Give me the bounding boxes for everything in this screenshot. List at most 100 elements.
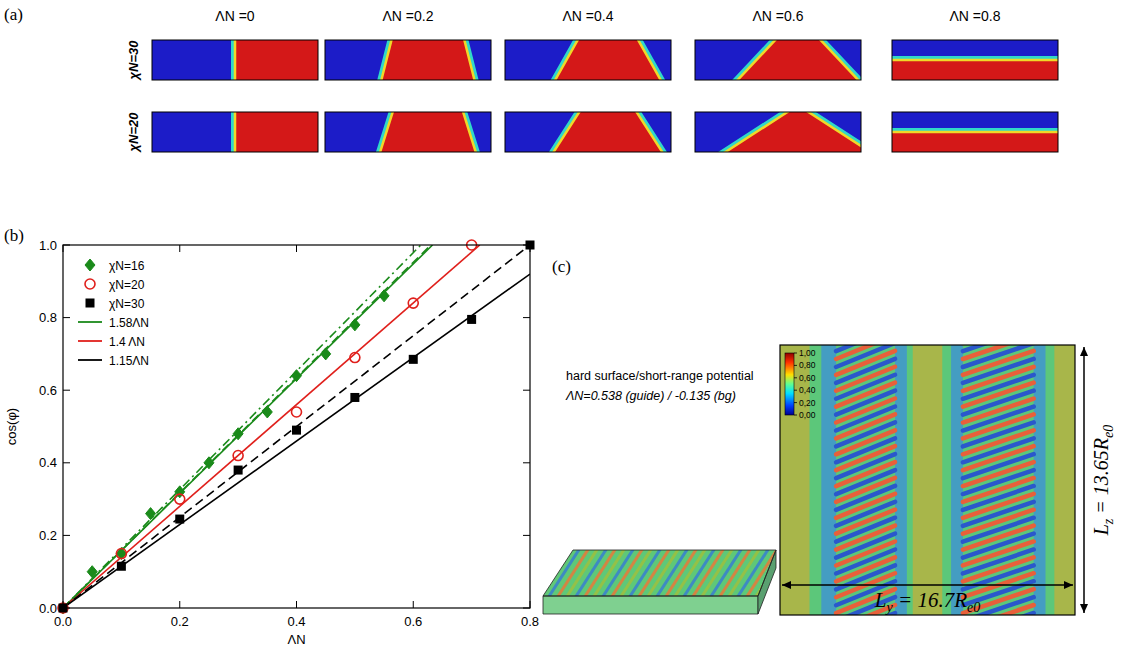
data-point bbox=[292, 407, 302, 417]
data-point bbox=[467, 315, 476, 324]
guide-stripe bbox=[1054, 345, 1075, 615]
interface-halo bbox=[235, 40, 318, 80]
row-label: χN=30 bbox=[126, 40, 141, 82]
axes: 0.00.20.40.60.80.00.20.40.60.81.0ΛNcos(φ… bbox=[4, 238, 539, 648]
slab-stripe bbox=[629, 548, 661, 598]
column-label: ΛN =0.8 bbox=[950, 8, 1001, 24]
panel-letter: (a) bbox=[4, 5, 23, 24]
colorbar bbox=[785, 353, 794, 415]
colorbar-label: 0,60 bbox=[799, 373, 816, 383]
data-point bbox=[350, 393, 359, 402]
data-point bbox=[116, 549, 126, 559]
label-part: = 13.65R bbox=[1090, 438, 1112, 519]
x-tick bbox=[413, 245, 414, 608]
legend: χN=16χN=20χN=301.58ΛN1.4 ΛN1.15ΛN bbox=[78, 259, 149, 368]
red-domain bbox=[371, 40, 484, 80]
red-domain bbox=[235, 112, 318, 152]
cell-content bbox=[152, 40, 318, 80]
fit-line bbox=[63, 245, 433, 608]
interface-halo bbox=[235, 112, 318, 152]
slab-stripe bbox=[692, 548, 724, 598]
slab-stripe bbox=[593, 548, 625, 598]
y-axis-title: cos(φ) bbox=[4, 408, 19, 445]
blue-stripe bbox=[836, 597, 895, 615]
red-domain bbox=[700, 40, 861, 80]
interface-halo bbox=[700, 40, 861, 80]
colorbar-label: 0,80 bbox=[799, 360, 816, 370]
panel-letter: (b) bbox=[4, 226, 24, 245]
cell-frame bbox=[152, 40, 318, 80]
fit-line bbox=[63, 245, 421, 608]
data-point bbox=[87, 566, 97, 578]
dimension-label: Ly = 16.7Re0 bbox=[874, 588, 980, 615]
lines bbox=[63, 245, 530, 608]
legend-symbol bbox=[78, 321, 102, 323]
y-tick-label: 0.4 bbox=[39, 455, 57, 470]
y-tick-label: 0.6 bbox=[39, 383, 57, 398]
y-tick bbox=[63, 390, 530, 391]
data-point bbox=[379, 290, 389, 302]
arrow-head bbox=[1080, 347, 1088, 356]
colorbar-label: 0,40 bbox=[799, 385, 816, 395]
guide-stripe bbox=[913, 345, 943, 615]
interface-line bbox=[892, 60, 1058, 80]
slab-stripe bbox=[638, 548, 670, 598]
dimension-arrow bbox=[782, 584, 1073, 586]
morphology-cell bbox=[872, 40, 1078, 120]
data-point bbox=[204, 457, 214, 469]
fit-line bbox=[63, 274, 530, 608]
legend-symbol bbox=[85, 279, 95, 289]
cell-content bbox=[325, 40, 491, 80]
y-tick-label: 0.8 bbox=[39, 310, 57, 325]
interface-line bbox=[892, 132, 1058, 152]
slab-stripe bbox=[557, 548, 589, 598]
arrow-head bbox=[1064, 581, 1073, 589]
label-part: = 16.7R bbox=[893, 588, 967, 612]
arrow-head bbox=[1080, 604, 1088, 613]
legend-symbol bbox=[86, 299, 95, 308]
colorbar-label: 0,20 bbox=[799, 398, 816, 408]
morphology-cell bbox=[505, 0, 683, 120]
data-point bbox=[350, 319, 360, 331]
data-point bbox=[292, 426, 301, 435]
arrow-head bbox=[782, 581, 791, 589]
interface-halo bbox=[528, 112, 671, 152]
interface-line bbox=[695, 112, 861, 152]
morphology-cell bbox=[505, 72, 688, 192]
slab-stripe bbox=[674, 548, 706, 598]
blue-band bbox=[821, 345, 836, 615]
x-tick-label: 0.4 bbox=[287, 614, 305, 629]
slab-stripe bbox=[566, 548, 598, 598]
interface-halo bbox=[892, 60, 1058, 80]
fit-line bbox=[63, 245, 431, 608]
x-tick-label: 0.8 bbox=[521, 614, 539, 629]
data-point bbox=[292, 370, 302, 382]
plot-frame bbox=[63, 245, 530, 608]
cell-content bbox=[695, 40, 861, 80]
legend-label: χN=30 bbox=[109, 297, 145, 311]
label-part: L bbox=[1090, 524, 1112, 536]
red-domain bbox=[528, 112, 671, 152]
cell-frame bbox=[152, 112, 318, 152]
y-tick-label: 0.2 bbox=[39, 528, 57, 543]
slab-stripe bbox=[647, 548, 679, 598]
slab-stripe bbox=[710, 548, 742, 598]
slab-stripe bbox=[584, 548, 616, 598]
interface-halo bbox=[892, 132, 1058, 152]
data-point bbox=[233, 451, 243, 461]
legend-label: 1.58ΛN bbox=[109, 316, 149, 330]
colorbar-tick bbox=[794, 353, 797, 354]
red-domain bbox=[368, 112, 489, 152]
morphology-cell bbox=[325, 0, 491, 120]
interface-halo bbox=[695, 112, 861, 152]
slab-stripe bbox=[602, 548, 634, 598]
plot-background bbox=[63, 245, 530, 608]
interface-halo bbox=[533, 40, 671, 80]
caption: ΛN=0.538 (guide) / -0.135 (bg) bbox=[565, 389, 736, 403]
panel-letter: (c) bbox=[552, 257, 571, 276]
x-tick-label: 0.0 bbox=[54, 614, 72, 629]
red-domain bbox=[892, 132, 1058, 152]
data-point bbox=[234, 466, 243, 475]
cell-frame bbox=[695, 112, 861, 152]
legend-label: 1.15ΛN bbox=[109, 354, 149, 368]
